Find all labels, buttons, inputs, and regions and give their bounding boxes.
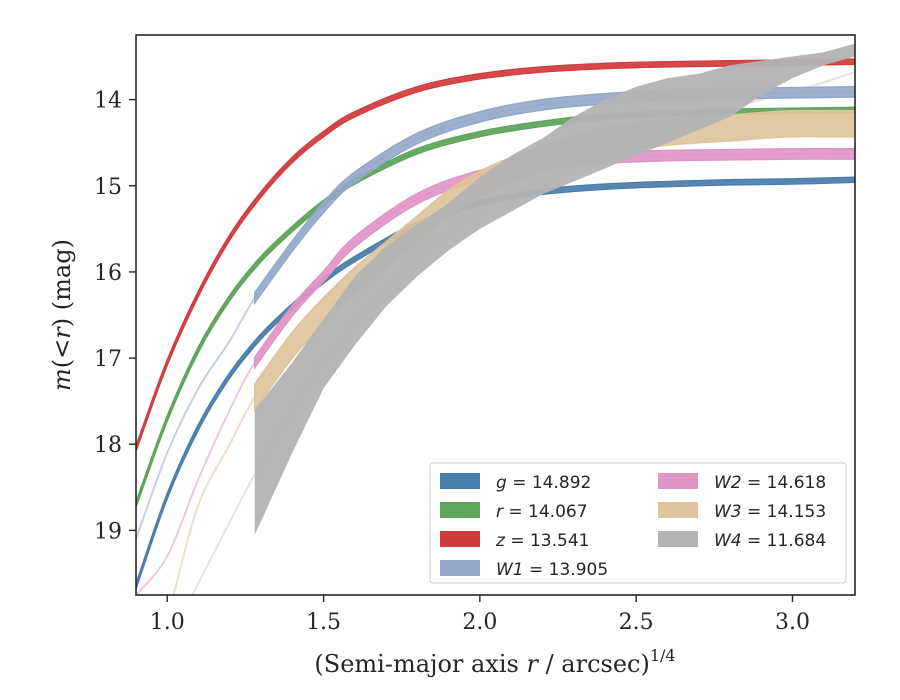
legend-swatch <box>658 502 698 518</box>
y-tick-label: 15 <box>94 175 122 200</box>
plot-area <box>136 43 855 595</box>
legend-box <box>429 462 847 584</box>
legend-item-w2: W2 = 14.618 <box>658 473 826 493</box>
legend-label: W1 = 13.905 <box>496 560 608 580</box>
legend-item-r: r = 14.067 <box>440 502 588 522</box>
series-z-band <box>136 58 855 452</box>
x-axis: 1.0 1.5 2.0 2.5 3.0 <box>150 595 810 635</box>
series-w4-band <box>254 43 855 535</box>
legend-label: g = 14.892 <box>496 473 591 493</box>
x-tick-label: 2.0 <box>462 610 497 635</box>
series-w2-band <box>254 147 855 370</box>
x-tick-label: 2.5 <box>619 610 654 635</box>
legend-swatch <box>440 560 480 576</box>
plot-frame <box>135 34 856 596</box>
legend-label: W3 = 14.153 <box>714 502 826 522</box>
y-tick-label: 19 <box>94 519 122 544</box>
legend-item-w1: W1 = 13.905 <box>440 560 608 580</box>
legend: g = 14.892 r = 14.067 z = 13.541 W1 = 13.90… <box>429 462 847 584</box>
legend-label: r = 14.067 <box>496 502 588 522</box>
legend-swatch <box>440 531 480 547</box>
legend-item-g: g = 14.892 <box>440 473 591 493</box>
series-w4 <box>191 43 855 595</box>
legend-label: W4 = 11.684 <box>714 531 826 551</box>
legend-item-w4: W4 = 11.684 <box>658 531 826 551</box>
y-axis-label: m(<r) (mag) <box>48 239 76 391</box>
series-r-band <box>136 106 855 508</box>
legend-label: W2 = 14.618 <box>714 473 826 493</box>
y-tick-label: 17 <box>94 347 122 372</box>
legend-swatch <box>658 473 698 489</box>
legend-label: z = 13.541 <box>495 531 589 551</box>
series-z <box>136 58 855 452</box>
legend-swatch <box>440 502 480 518</box>
x-tick-label: 1.5 <box>306 610 341 635</box>
y-tick-label: 18 <box>94 433 122 458</box>
x-axis-label: (Semi-major axis r / arcsec)1/4 <box>314 646 675 678</box>
x-tick-label: 3.0 <box>775 610 810 635</box>
legend-item-w3: W3 = 14.153 <box>658 502 826 522</box>
legend-swatch <box>440 473 480 489</box>
y-tick-label: 16 <box>94 261 122 286</box>
legend-swatch <box>658 531 698 547</box>
y-axis: 14 15 16 17 18 19 <box>94 89 136 544</box>
x-tick-label: 1.0 <box>150 610 185 635</box>
series-w2 <box>136 147 855 595</box>
legend-item-z: z = 13.541 <box>440 531 589 551</box>
series-w1-band <box>254 85 855 306</box>
y-tick-label: 14 <box>94 89 122 114</box>
